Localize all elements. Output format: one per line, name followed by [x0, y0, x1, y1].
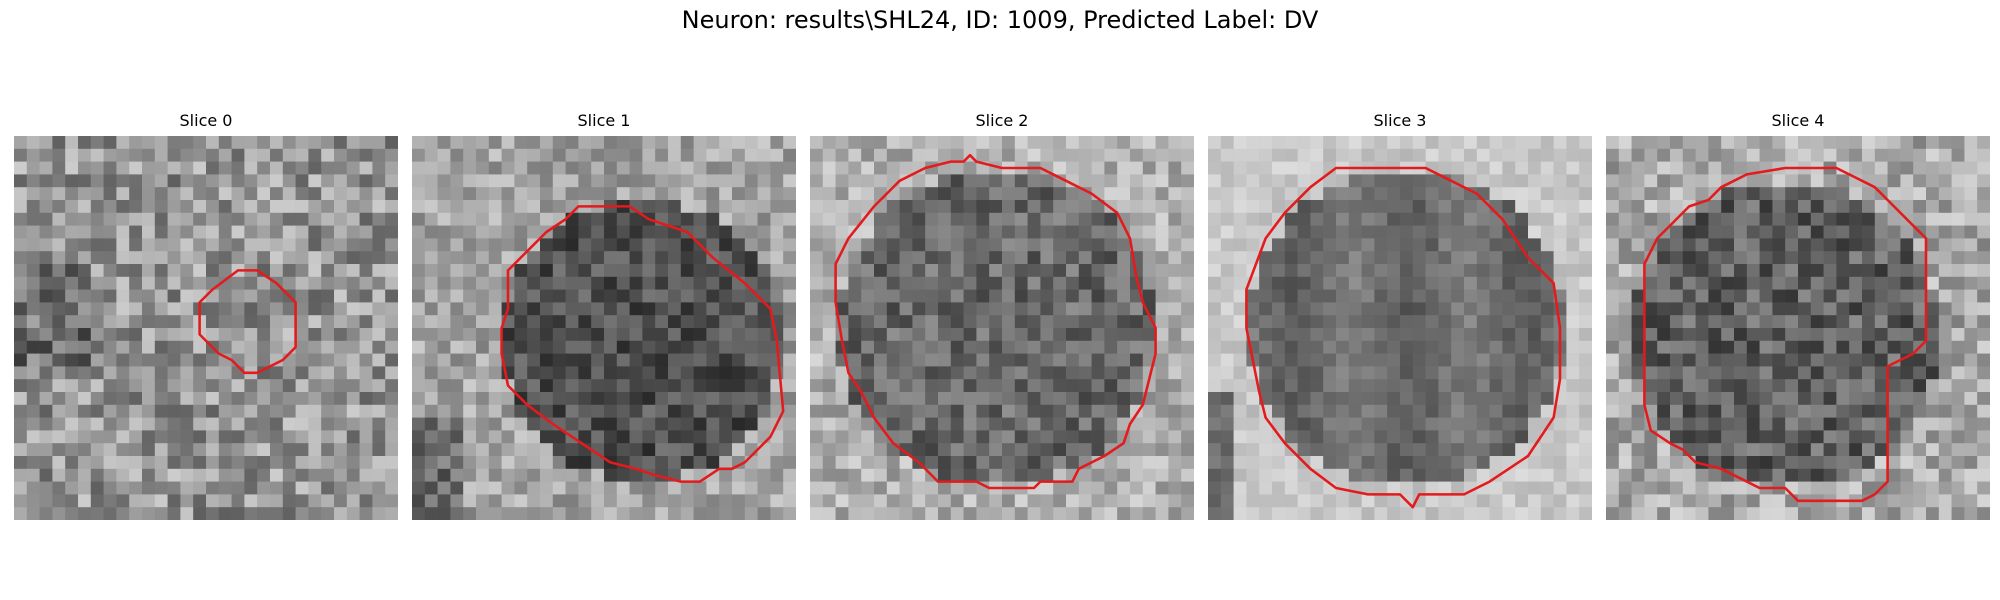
roi-outline-2 — [834, 153, 1157, 490]
slice-image-0 — [14, 136, 398, 520]
slice-image-3 — [1208, 136, 1592, 520]
slice-title-3: Slice 3 — [1373, 111, 1427, 130]
slice-panel-3: Slice 3 — [1208, 110, 1592, 520]
slice-image-4 — [1606, 136, 1990, 520]
slice-panel-0: Slice 0 — [14, 110, 398, 520]
slice-panel-1: Slice 1 — [412, 110, 796, 520]
slice-title-0: Slice 0 — [179, 111, 233, 130]
figure-title: Neuron: results\SHL24, ID: 1009, Predict… — [681, 6, 1319, 34]
slice-title-4: Slice 4 — [1771, 111, 1825, 130]
slice-panel-4: Slice 4 — [1606, 110, 1990, 520]
slice-image-1 — [412, 136, 796, 520]
slice-panel-2: Slice 2 — [810, 110, 1194, 520]
roi-outline-3 — [1245, 166, 1562, 509]
slice-title-1: Slice 1 — [577, 111, 631, 130]
roi-outline-4 — [1643, 166, 1928, 503]
slice-image-2 — [810, 136, 1194, 520]
slice-title-2: Slice 2 — [975, 111, 1029, 130]
roi-outline-1 — [500, 205, 785, 483]
roi-outline-0 — [198, 269, 297, 375]
